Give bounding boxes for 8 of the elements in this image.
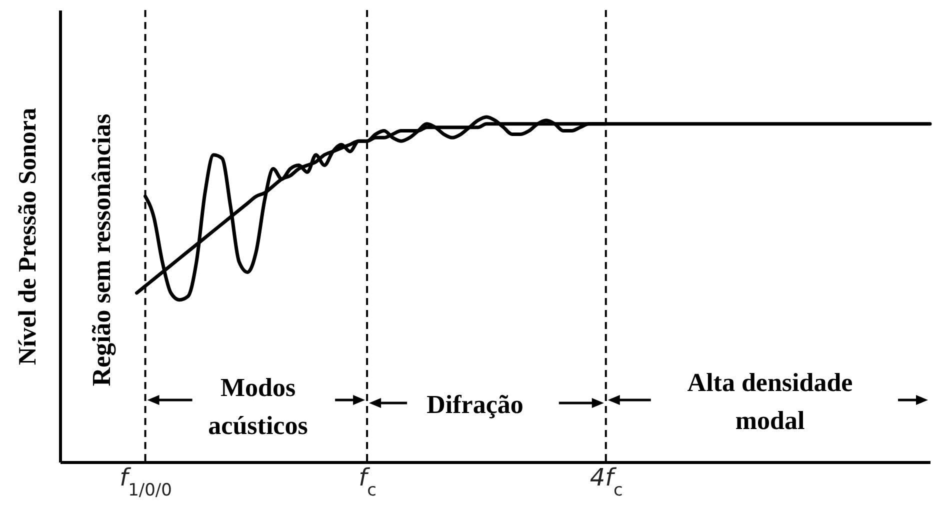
annotation: Alta densidade modal [687, 368, 853, 435]
annotation: Difração [426, 390, 524, 419]
y-axis-title: Nível de Pressão Sonora [14, 107, 42, 366]
x-tick-label: 4f$_{c}$ [590, 464, 623, 500]
annotation: Modos acústicos [208, 373, 308, 440]
x-tick-label: f$_{c}$ [358, 464, 376, 500]
x-tick-label: f$_{1/0/0}$ [120, 464, 172, 500]
annotation: Região sem ressonâncias [87, 114, 116, 386]
